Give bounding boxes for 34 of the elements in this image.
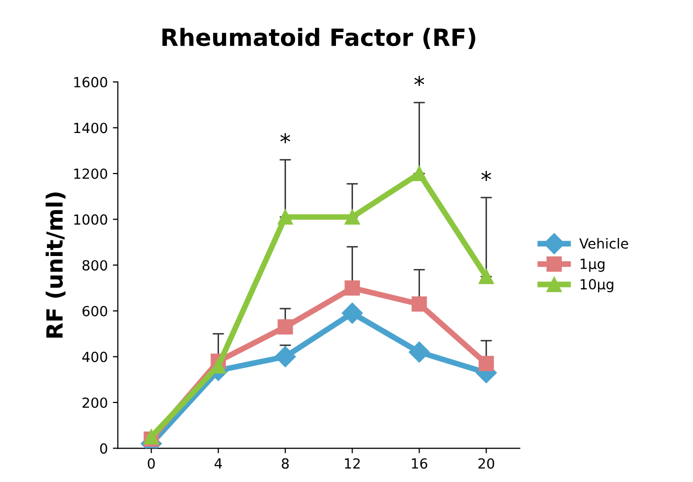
x-tick-label: 0 [148,458,155,469]
y-tick-label: 1600 [74,76,108,88]
x-tick-label: 8 [282,458,289,469]
y-tick-label: 1000 [74,214,108,225]
legend-label: 10µg [580,279,614,292]
point [344,209,360,225]
y-tick-label: 1200 [74,168,108,179]
point [342,302,363,324]
y-tick-label: 200 [82,397,108,408]
point [478,356,494,372]
point [274,346,296,368]
point [278,209,293,225]
y-tick-label: 0 [100,443,108,454]
legend-label: Vehicle [579,238,628,249]
x-tick-label: 16 [412,458,428,469]
point [408,342,430,363]
x-tick-label: 20 [478,458,494,469]
x-tick-label: 12 [344,458,360,469]
x-tick-label: 4 [214,458,222,469]
y-tick-label: 800 [82,260,108,271]
point [278,319,293,335]
annotation: * [280,133,290,144]
y-axis-title: RF (unit/ml) [46,192,66,338]
y-tick-label: 600 [82,306,108,316]
chart-title: Rheumatoid Factor (RF) [162,28,476,49]
point [478,268,494,284]
point [412,296,427,312]
annotation: * [414,76,424,86]
point [412,166,427,182]
legend-label: 1µg [580,258,604,272]
y-tick-label: 400 [82,352,108,362]
point [344,280,360,296]
y-tick-label: 1400 [74,122,108,134]
annotation: * [481,170,492,182]
